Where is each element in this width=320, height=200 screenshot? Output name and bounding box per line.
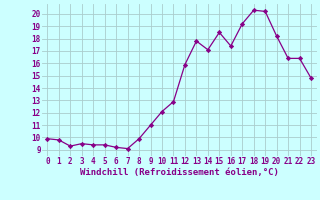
X-axis label: Windchill (Refroidissement éolien,°C): Windchill (Refroidissement éolien,°C) xyxy=(80,168,279,177)
